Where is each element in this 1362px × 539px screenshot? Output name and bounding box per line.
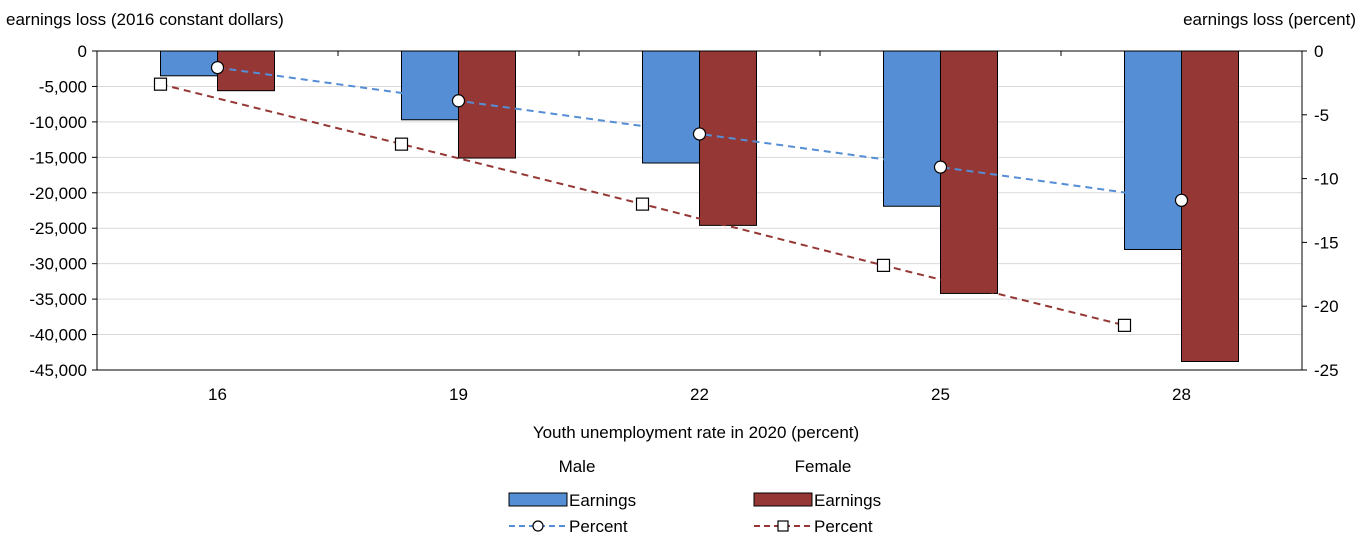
left-axis-title: earnings loss (2016 constant dollars) bbox=[6, 10, 284, 29]
left-tick-label: -30,000 bbox=[29, 255, 87, 274]
bar-female-earnings bbox=[458, 50, 516, 159]
left-tick-label: -20,000 bbox=[29, 184, 87, 203]
left-tick-label: -15,000 bbox=[29, 148, 87, 167]
left-tick-label: -5,000 bbox=[39, 77, 87, 96]
bar-male-earnings bbox=[642, 50, 700, 164]
right-axis-ticks: 0 -5 -10 -15 -20 -25 bbox=[1314, 42, 1339, 380]
point-female-percent bbox=[153, 77, 168, 91]
legend-label-female-earnings: Earnings bbox=[814, 491, 881, 510]
left-tick-label: -40,000 bbox=[29, 326, 87, 345]
left-tick-label: -35,000 bbox=[29, 290, 87, 309]
right-tick-label: -25 bbox=[1314, 361, 1339, 380]
bar-male-earnings bbox=[160, 50, 218, 77]
legend-label-male-percent: Percent bbox=[569, 517, 628, 536]
point-male-percent bbox=[210, 60, 225, 75]
legend: Male Female Earnings Earnings Percent Pe… bbox=[508, 457, 881, 536]
x-tick-label: 16 bbox=[208, 385, 227, 404]
x-axis-ticks: 16 19 22 25 28 bbox=[208, 385, 1191, 404]
bar-male-earnings bbox=[401, 50, 459, 121]
point-male-percent bbox=[933, 160, 948, 174]
point-female-percent bbox=[876, 258, 891, 272]
bar-female-earnings bbox=[1181, 50, 1239, 362]
legend-marker-male-percent bbox=[532, 520, 544, 532]
point-female-percent bbox=[1117, 318, 1132, 332]
x-tick-label: 28 bbox=[1172, 385, 1191, 404]
right-tick-label: -5 bbox=[1314, 106, 1329, 125]
right-axis-title: earnings loss (percent) bbox=[1183, 10, 1356, 29]
legend-swatch-female-earnings bbox=[753, 492, 813, 507]
right-tick-label: 0 bbox=[1314, 42, 1323, 61]
bar-female-earnings bbox=[940, 50, 998, 294]
point-female-percent bbox=[394, 137, 409, 151]
x-axis-title: Youth unemployment rate in 2020 (percent… bbox=[533, 423, 859, 442]
axes bbox=[92, 50, 1307, 371]
left-tick-label: -10,000 bbox=[29, 113, 87, 132]
bars bbox=[160, 50, 1239, 362]
legend-label-female-percent: Percent bbox=[814, 517, 873, 536]
x-tick-label: 22 bbox=[690, 385, 709, 404]
right-tick-label: -15 bbox=[1314, 233, 1339, 252]
bar-female-earnings bbox=[699, 50, 757, 226]
legend-group-male: Male bbox=[559, 457, 596, 476]
point-female-percent bbox=[635, 197, 650, 211]
bar-male-earnings bbox=[1124, 50, 1182, 250]
right-tick-label: -20 bbox=[1314, 297, 1339, 316]
left-tick-label: 0 bbox=[78, 42, 87, 61]
percent-lines bbox=[153, 60, 1189, 332]
left-tick-label: -25,000 bbox=[29, 219, 87, 238]
right-tick-label: -10 bbox=[1314, 170, 1339, 189]
point-male-percent bbox=[451, 94, 466, 108]
legend-marker-female-percent bbox=[777, 520, 789, 532]
left-axis-ticks: 0 -5,000 -10,000 -15,000 -20,000 -25,000 -30,0… bbox=[29, 42, 87, 380]
x-tick-label: 19 bbox=[449, 385, 468, 404]
point-male-percent bbox=[1174, 193, 1189, 207]
point-male-percent bbox=[692, 127, 707, 141]
legend-group-female: Female bbox=[795, 457, 852, 476]
left-tick-label: -45,000 bbox=[29, 361, 87, 380]
legend-label-male-earnings: Earnings bbox=[569, 491, 636, 510]
bar-male-earnings bbox=[883, 50, 941, 207]
x-tick-label: 25 bbox=[931, 385, 950, 404]
plot-frame bbox=[96, 50, 1303, 371]
legend-swatch-male-earnings bbox=[508, 492, 568, 507]
